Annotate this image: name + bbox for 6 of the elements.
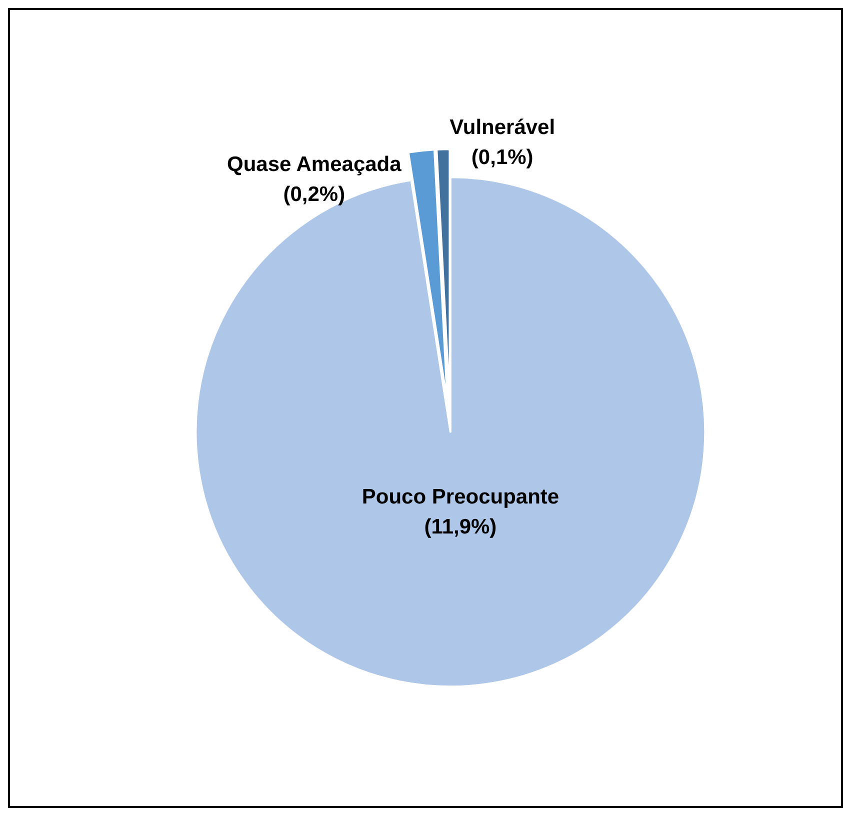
slice-label: Quase Ameaçada	[226, 152, 402, 176]
data-label: (11,9%)	[424, 515, 497, 538]
slice-label: Vulnerável	[450, 116, 556, 140]
data-label: (0,1%)	[471, 146, 534, 170]
slice-label: Pouco Preocupante	[362, 485, 560, 508]
data-label: (0,2%)	[283, 182, 346, 206]
